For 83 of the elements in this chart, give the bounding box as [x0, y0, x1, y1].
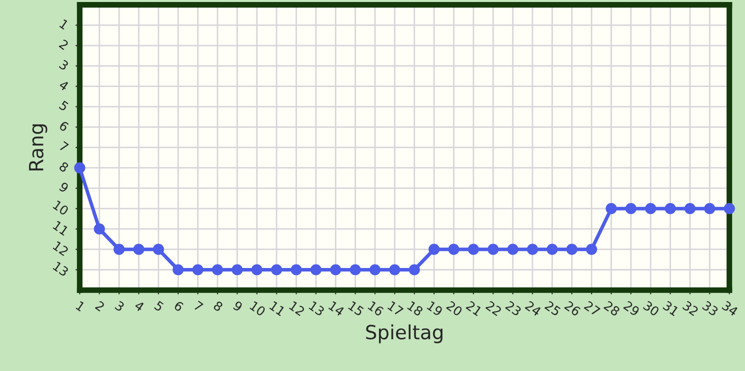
point	[625, 203, 636, 214]
point	[350, 264, 361, 276]
point	[448, 244, 460, 255]
x-tick-label: 13	[308, 300, 325, 316]
x-tick-label: 8	[212, 300, 224, 312]
point	[684, 203, 696, 214]
point	[428, 244, 440, 255]
point	[74, 162, 86, 174]
y-tick-label: 3	[58, 59, 70, 71]
point	[468, 244, 479, 255]
point	[606, 203, 617, 214]
y-tick-label: 1	[59, 19, 69, 30]
x-tick-label: 25	[544, 300, 562, 316]
y-tick-label: 5	[58, 100, 69, 112]
point	[389, 264, 400, 276]
x-tick-label: 30	[642, 300, 660, 316]
point	[310, 264, 322, 276]
y-tick-label: 10	[52, 200, 70, 216]
point	[566, 244, 578, 255]
x-tick-label: 9	[232, 300, 244, 312]
point	[133, 244, 144, 255]
point	[488, 244, 499, 255]
y-tick-label: 12	[52, 240, 69, 256]
x-tick-label: 33	[702, 300, 719, 316]
point	[232, 264, 243, 276]
x-tick-label: 22	[485, 300, 502, 316]
x-tick-label: 1	[76, 300, 86, 312]
x-tick-label: 17	[387, 300, 404, 316]
point	[271, 264, 282, 276]
y-tick-label: 6	[58, 120, 70, 132]
x-tick-label: 7	[193, 300, 204, 312]
point	[152, 244, 164, 255]
point	[330, 264, 342, 276]
x-tick-label: 2	[94, 300, 105, 312]
x-tick-label: 12	[288, 300, 306, 316]
x-tick-label: 23	[504, 300, 522, 316]
point	[704, 203, 716, 214]
x-tick-label: 29	[623, 300, 640, 316]
x-tick-label: 5	[154, 300, 164, 312]
x-tick-label: 19	[426, 300, 444, 316]
x-tick-label: 20	[446, 300, 463, 316]
point	[192, 264, 204, 276]
x-tick-label: 27	[584, 300, 601, 316]
x-tick-label: 31	[662, 300, 680, 316]
y-tick-label: 9	[58, 182, 70, 193]
point	[251, 264, 262, 276]
x-tick-label: 26	[564, 300, 582, 316]
y-tick-label: 2	[58, 39, 69, 50]
y-axis-title: Rang	[29, 124, 48, 170]
x-tick-label: 32	[682, 300, 699, 316]
point	[645, 203, 656, 214]
point	[664, 203, 676, 214]
x-tick-label: 6	[174, 300, 184, 312]
x-tick-label: 21	[466, 300, 482, 316]
y-tick-label: 8	[58, 161, 70, 173]
point	[114, 244, 125, 255]
x-tick-label: 24	[524, 300, 542, 316]
x-tick-label: 4	[134, 300, 145, 312]
x-tick-label: 28	[603, 300, 620, 316]
point	[212, 264, 224, 276]
x-axis-title: Spieltag	[366, 324, 442, 344]
x-tick-label: 34	[722, 300, 739, 316]
y-tick-label: 7	[58, 141, 69, 152]
x-tick-label: 14	[328, 300, 345, 316]
point	[94, 223, 105, 235]
point	[172, 264, 184, 276]
x-tick-label: 18	[406, 300, 424, 316]
x-tick-label: 10	[249, 300, 266, 316]
point	[290, 264, 302, 276]
point	[526, 244, 538, 255]
y-tick-label: 4	[58, 80, 70, 92]
y-tick-label: 11	[52, 220, 69, 236]
y-tick-label: 13	[52, 261, 70, 277]
x-tick-label: 15	[348, 300, 364, 316]
x-tick-label: 3	[114, 300, 125, 312]
point	[586, 244, 598, 255]
point	[507, 244, 518, 255]
x-tick-label: 11	[269, 300, 286, 316]
point	[408, 264, 420, 276]
point	[369, 264, 381, 276]
point	[546, 244, 558, 255]
x-tick-label: 16	[368, 300, 384, 316]
point	[724, 203, 735, 214]
